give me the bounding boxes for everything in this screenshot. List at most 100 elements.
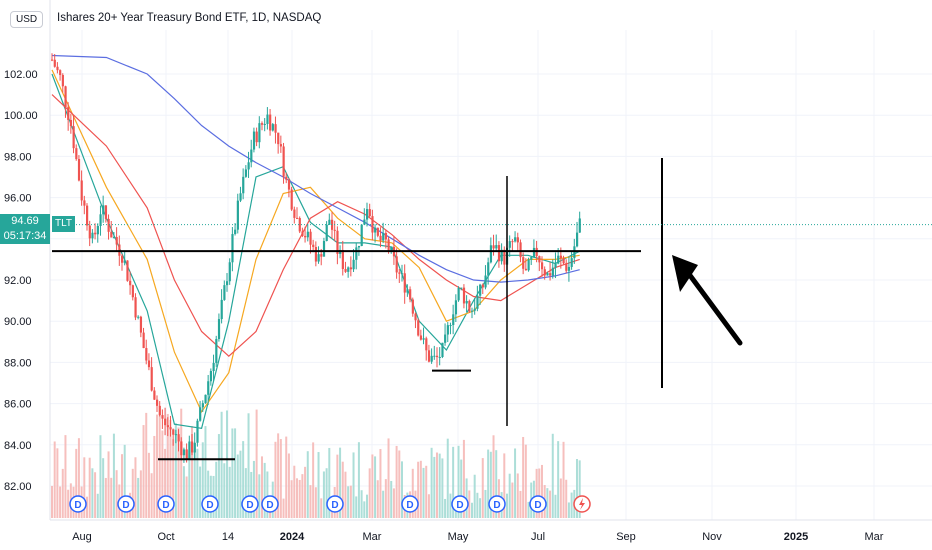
dividend-marker[interactable]: D <box>529 495 547 513</box>
candle-body <box>384 232 388 240</box>
volume-bar <box>306 451 309 518</box>
volume-bar <box>433 456 436 518</box>
volume-bar <box>96 493 99 518</box>
dividend-marker[interactable]: D <box>69 495 87 513</box>
volume-bar <box>215 461 218 518</box>
dividend-circle <box>326 495 344 513</box>
candle-body <box>88 225 91 239</box>
candle-body <box>247 162 250 170</box>
volume-bar <box>376 480 379 518</box>
dividend-circle <box>201 495 219 513</box>
candle-body <box>355 247 358 260</box>
volume-bar <box>312 442 315 518</box>
volume-bar <box>277 433 280 518</box>
dividend-marker[interactable]: D <box>241 495 259 513</box>
volume-bar <box>304 466 307 518</box>
volume-bar <box>344 471 347 518</box>
candle-body <box>457 288 460 301</box>
price-tick-label: 92.00 <box>4 275 32 287</box>
volume-bar <box>274 441 277 518</box>
earnings-flash-marker[interactable] <box>573 495 591 513</box>
candle-body <box>51 59 54 61</box>
candle-body <box>479 284 482 296</box>
candle-body <box>465 300 468 304</box>
candle-body <box>390 246 393 251</box>
candle-body <box>169 427 172 430</box>
time-tick-label: Mar <box>865 531 884 543</box>
candle-body <box>336 230 339 254</box>
candle-body <box>204 394 207 404</box>
candle-body <box>120 255 124 263</box>
volume-bar <box>134 457 137 518</box>
dividend-marker[interactable]: D <box>326 495 344 513</box>
volume-bar <box>557 441 560 518</box>
volume-bar <box>110 477 113 518</box>
volume-bar <box>260 456 263 518</box>
dividend-marker[interactable]: D <box>157 495 175 513</box>
dividend-marker[interactable]: D <box>117 495 135 513</box>
candle-body <box>406 289 409 293</box>
candle-body <box>217 319 221 340</box>
volume-bar <box>279 439 282 518</box>
candle-body <box>182 449 186 456</box>
volume-bar <box>67 489 70 518</box>
candle-body <box>427 350 431 362</box>
candle-body <box>255 131 258 143</box>
dividend-circle <box>117 495 135 513</box>
candle-body <box>357 245 361 248</box>
dividend-marker[interactable]: D <box>451 495 469 513</box>
volume-bar <box>527 501 530 518</box>
candle-body <box>546 273 549 276</box>
dividend-marker[interactable]: D <box>201 495 219 513</box>
time-tick-label: May <box>448 531 469 543</box>
volume-bar <box>164 448 167 518</box>
volume-bar <box>444 498 447 518</box>
candle-body <box>438 357 441 359</box>
volume-bar <box>462 439 465 518</box>
candle-body <box>487 262 490 276</box>
candle-body <box>538 256 541 263</box>
volume-bar <box>242 441 245 518</box>
volume-bar <box>161 430 164 518</box>
candle-body <box>570 258 573 267</box>
volume-bar <box>468 490 471 518</box>
candle-body <box>207 381 210 395</box>
volume-bar <box>56 448 59 518</box>
candle-body <box>352 259 355 270</box>
volume-bar <box>169 419 172 518</box>
volume-bar <box>298 479 301 518</box>
dividend-marker[interactable]: D <box>488 495 506 513</box>
candle-body <box>411 299 414 314</box>
volume-bar <box>53 441 56 518</box>
dividend-marker[interactable]: D <box>261 495 279 513</box>
volume-bar <box>487 449 490 518</box>
volume-bar <box>234 428 237 518</box>
dividend-label: D <box>266 500 273 511</box>
volume-bar <box>236 454 239 518</box>
volume-bar <box>524 444 527 518</box>
volume-bar <box>328 447 331 518</box>
moving-average-line <box>51 54 580 283</box>
candle-body <box>306 231 309 238</box>
candle-body <box>131 285 134 298</box>
candle-body <box>239 193 242 201</box>
candle-body <box>349 267 353 270</box>
candle-body <box>433 355 436 357</box>
currency-button[interactable]: USD <box>10 10 44 28</box>
candle-body <box>425 338 428 351</box>
dividend-marker[interactable]: D <box>401 495 419 513</box>
time-tick-label: Mar <box>363 531 382 543</box>
candle-body <box>295 217 299 219</box>
candle-body <box>266 114 269 124</box>
candle-body <box>330 219 334 230</box>
candle-body <box>449 325 452 327</box>
candle-body <box>244 169 248 177</box>
arrow-head <box>672 255 698 292</box>
volume-bar <box>336 454 339 518</box>
candle-body <box>129 280 132 286</box>
candle-body <box>64 86 67 108</box>
chart-title: Ishares 20+ Year Treasury Bond ETF, 1D, … <box>57 12 322 24</box>
candle-body <box>562 258 565 264</box>
